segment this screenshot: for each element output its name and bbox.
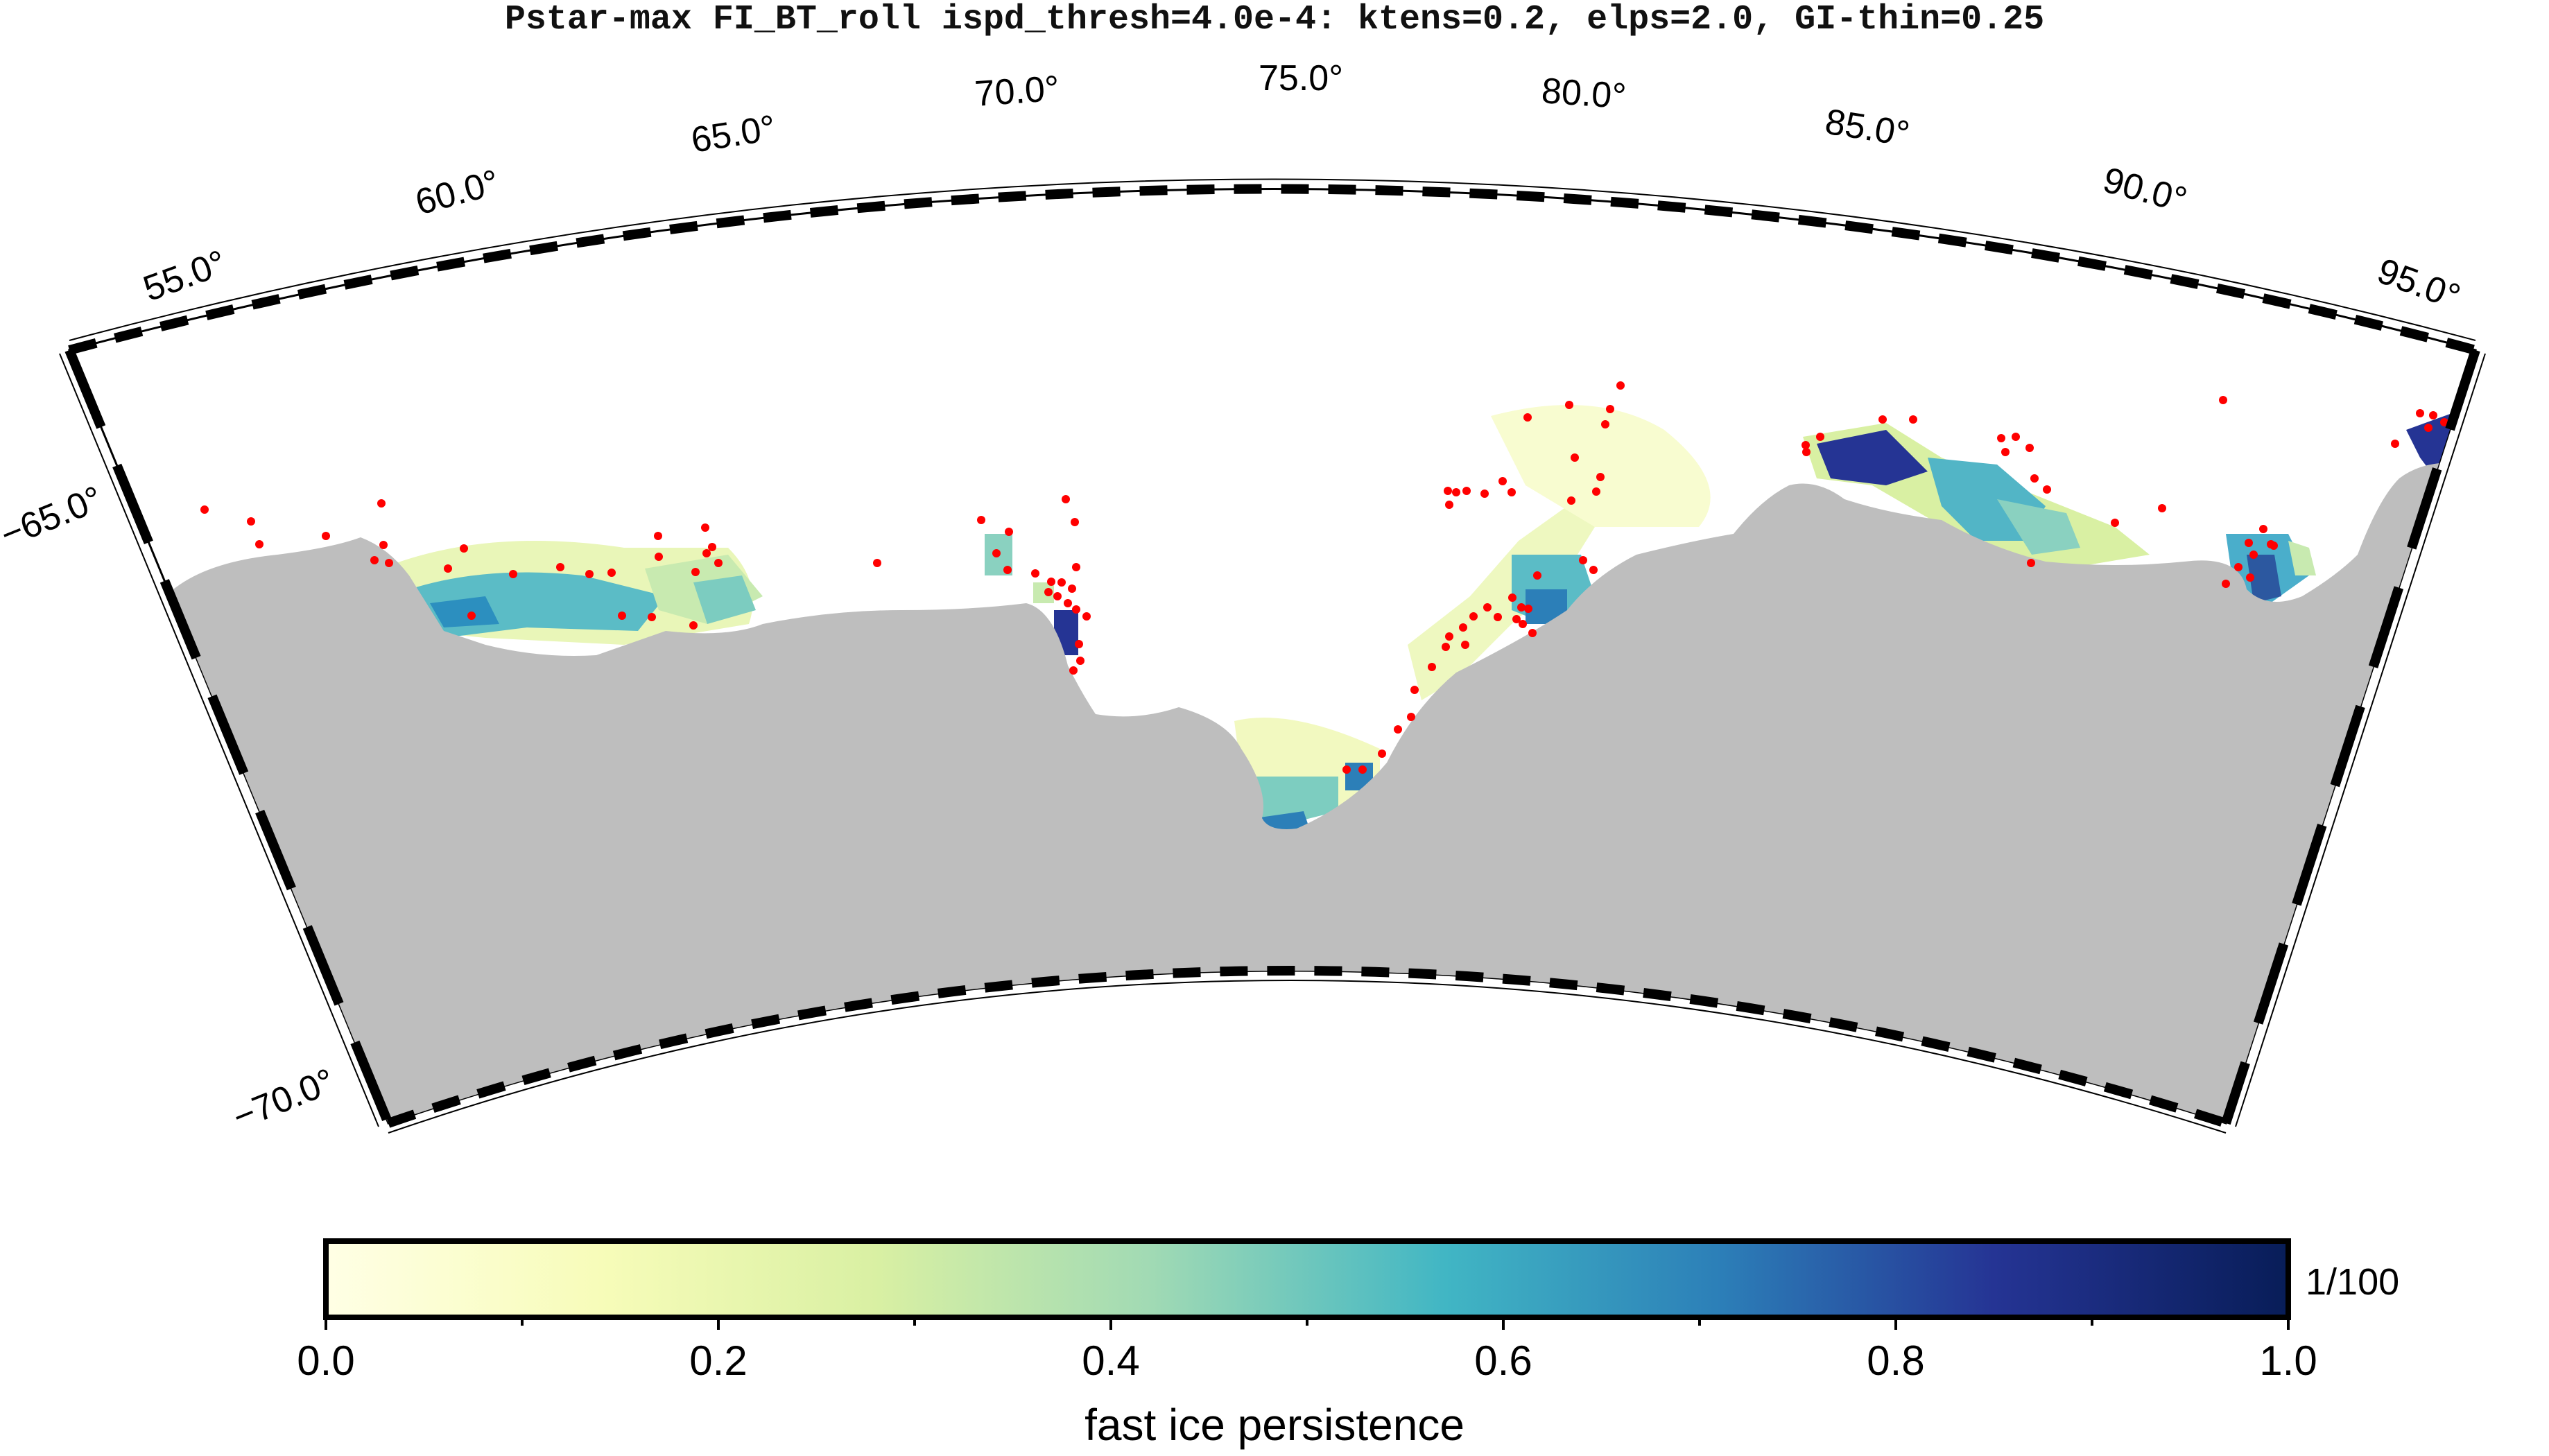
colorbar-gradient [323,1238,2291,1320]
lon-label-95: 95.0° [2372,251,2465,318]
lon-label-75: 75.0° [1259,58,1343,98]
lat-label-65: −65.0° [0,478,108,555]
map-frame [59,178,2486,1134]
colorbar [323,1238,2291,1330]
plot-title: Pstar-max FI_BT_roll ispd_thresh=4.0e-4:… [504,0,2045,40]
lon-label-65: 65.0° [689,107,779,160]
lon-label-55: 55.0° [138,243,231,309]
longitude-labels: 55.0° 60.0° 65.0° 70.0° 75.0° 80.0° 85.0… [138,58,2465,318]
lon-label-85: 85.0° [1822,102,1912,155]
lon-label-60: 60.0° [411,162,503,223]
lat-label-70: −70.0° [227,1061,340,1138]
grounded-iceberg-points [200,381,2448,774]
lon-label-90: 90.0° [2099,160,2191,221]
lon-label-70: 70.0° [974,69,1061,114]
lon-label-80: 80.0° [1540,71,1627,116]
colorbar-ticks [325,1317,2290,1330]
